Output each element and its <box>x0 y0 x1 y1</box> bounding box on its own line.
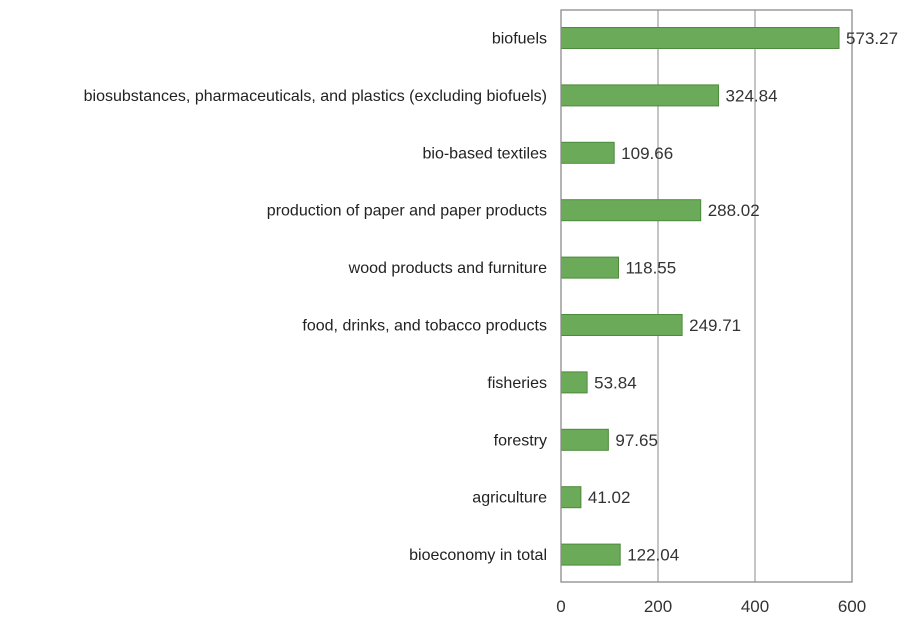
value-label-6: 249.71 <box>689 316 741 335</box>
bar-6 <box>560 314 683 336</box>
x-tick-label-200: 200 <box>644 597 672 616</box>
category-label-9: agriculture <box>472 490 547 507</box>
value-label-8: 97.65 <box>615 431 658 450</box>
bars <box>560 27 840 566</box>
value-label-2: 324.84 <box>726 86 778 105</box>
category-label-5: wood products and furniture <box>348 260 547 277</box>
value-label-4: 288.02 <box>708 201 760 220</box>
category-label-2: biosubstances, pharmaceuticals, and plas… <box>84 88 547 105</box>
category-label-1: biofuels <box>492 31 547 48</box>
category-label-4: production of paper and paper products <box>267 203 547 220</box>
value-label-3: 109.66 <box>621 144 673 163</box>
x-tick-label-400: 400 <box>741 597 769 616</box>
value-label-10: 122.04 <box>627 546 679 565</box>
category-label-3: bio-based textiles <box>422 145 547 162</box>
category-label-7: fisheries <box>487 375 547 392</box>
x-axis-tick-labels: 0 200 400 600 <box>556 597 866 616</box>
bar-1 <box>560 27 840 49</box>
category-label-10: bioeconomy in total <box>409 547 547 564</box>
bar-7 <box>560 371 588 394</box>
bar-8 <box>560 428 609 451</box>
category-labels: biofuels biosubstances, pharmaceuticals, … <box>84 31 547 565</box>
bar-2 <box>560 84 720 107</box>
category-label-6: food, drinks, and tobacco products <box>302 318 547 335</box>
bar-5 <box>560 256 619 279</box>
value-label-5: 118.55 <box>625 259 676 278</box>
plot-border <box>560 9 853 583</box>
category-label-8: forestry <box>494 432 547 449</box>
plot-frame <box>560 9 853 583</box>
value-label-9: 41.02 <box>588 488 631 507</box>
x-tick-label-0: 0 <box>556 597 565 616</box>
value-label-1: 573.27 <box>846 29 898 48</box>
value-label-7: 53.84 <box>594 373 637 392</box>
bar-4 <box>560 199 702 222</box>
bar-9 <box>560 486 582 509</box>
bar-10 <box>560 543 621 566</box>
bar-3 <box>560 141 615 164</box>
x-tick-label-600: 600 <box>838 597 866 616</box>
value-labels: 573.27 324.84 109.66 288.02 118.55 249.71 53.8… <box>588 29 898 565</box>
